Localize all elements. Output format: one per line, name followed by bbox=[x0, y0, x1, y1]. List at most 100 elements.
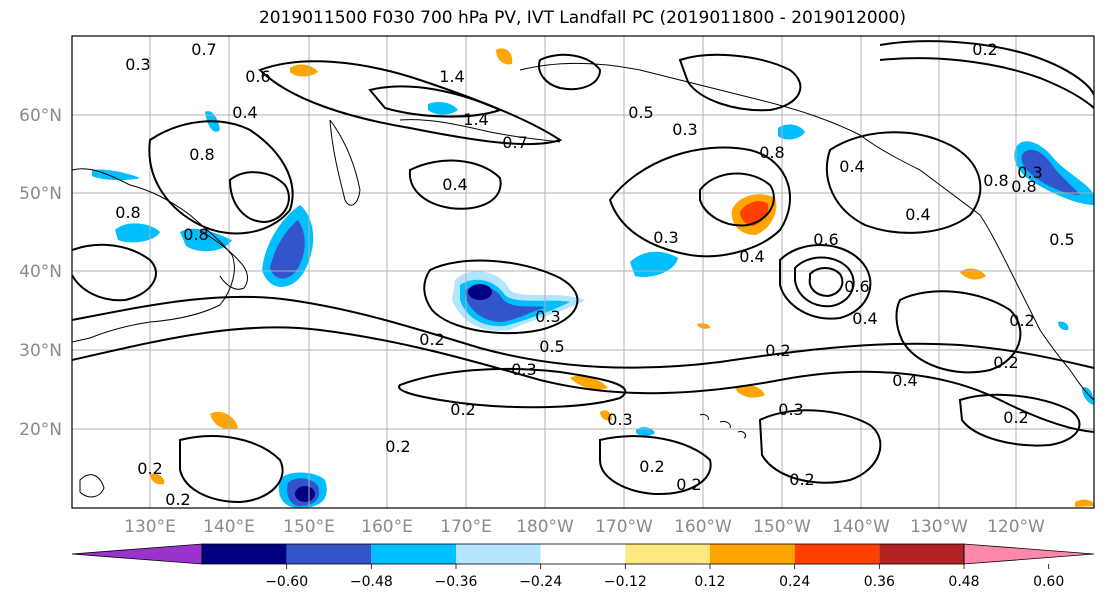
colorbar-segment bbox=[540, 544, 626, 564]
colorbar-tick-label: 0.36 bbox=[864, 574, 895, 590]
pv-contour bbox=[179, 435, 284, 504]
pv-contour bbox=[958, 393, 1081, 447]
alaska-coastline bbox=[519, 62, 921, 171]
pos-anomaly-region bbox=[496, 48, 513, 65]
contour-label: 0.8 bbox=[759, 143, 784, 162]
map-title: 2019011500 F030 700 hPa PV, IVT Landfall… bbox=[258, 8, 906, 28]
pv-contour bbox=[408, 159, 502, 210]
contour-label: 0.4 bbox=[232, 103, 257, 122]
contour-label: 0.2 bbox=[165, 490, 190, 509]
contour-label: 0.5 bbox=[539, 337, 564, 356]
contour-label: 0.4 bbox=[852, 309, 877, 328]
contour-label: 0.7 bbox=[191, 40, 216, 59]
pv-contour bbox=[72, 326, 1094, 433]
colorbar-segment bbox=[710, 544, 795, 564]
pos-anomaly-region bbox=[600, 410, 612, 421]
contour-label: 0.8 bbox=[189, 145, 214, 164]
colorbar-segment bbox=[625, 544, 710, 564]
longitude-label: 150°W bbox=[753, 517, 811, 537]
neg-anomaly-core bbox=[295, 486, 315, 502]
contour-label: 0.5 bbox=[628, 103, 653, 122]
longitude-label: 170°E bbox=[440, 517, 492, 537]
colorbar-tick-label: −0.24 bbox=[519, 574, 562, 590]
contour-label: 0.6 bbox=[245, 67, 270, 86]
neg-anomaly-region bbox=[92, 169, 140, 181]
longitude-label: 140°E bbox=[203, 517, 255, 537]
pv-contour bbox=[879, 40, 1094, 109]
contour-label: 0.2 bbox=[639, 457, 664, 476]
pv-contour bbox=[608, 146, 791, 258]
longitude-label: 180°W bbox=[516, 517, 574, 537]
neg-anomaly-region bbox=[1082, 387, 1094, 405]
neg-anomaly-core bbox=[468, 284, 492, 300]
contour-label: 0.8 bbox=[115, 203, 140, 222]
pos-anomaly-region bbox=[210, 411, 238, 430]
latitude-axis-labels: 60°N 50°N 40°N 30°N 20°N bbox=[19, 106, 62, 440]
pv-contour bbox=[599, 435, 712, 496]
pv-contour bbox=[538, 53, 602, 90]
contour-label: 0.8 bbox=[183, 225, 208, 244]
pos-anomaly-region bbox=[735, 384, 765, 398]
colorbar-tick-label: −0.12 bbox=[604, 574, 647, 590]
contour-label: 0.2 bbox=[450, 400, 475, 419]
neg-anomaly-region bbox=[270, 220, 305, 279]
pv-contours bbox=[72, 40, 1094, 504]
neg-anomaly-region bbox=[180, 228, 232, 252]
colorbar-tick-label: −0.36 bbox=[435, 574, 478, 590]
latitude-label: 20°N bbox=[19, 420, 62, 440]
longitude-label: 130°E bbox=[124, 517, 176, 537]
hawaii-islands bbox=[699, 414, 747, 439]
longitude-label: 140°W bbox=[832, 517, 890, 537]
colorbar-tick-label: 0.12 bbox=[694, 574, 725, 590]
contour-label: 0.3 bbox=[511, 360, 536, 379]
contour-label: 1.4 bbox=[439, 67, 464, 86]
contour-label: 0.6 bbox=[813, 230, 838, 249]
longitude-label: 120°W bbox=[987, 517, 1045, 537]
pv-contour bbox=[258, 60, 563, 146]
contour-label: 0.3 bbox=[607, 410, 632, 429]
contour-label: 0.2 bbox=[676, 475, 701, 494]
contour-label: 0.2 bbox=[385, 437, 410, 456]
colorbar-segment bbox=[456, 544, 541, 564]
neg-anomaly-region bbox=[115, 223, 160, 243]
colorbar-tick-label: 0.60 bbox=[1033, 574, 1064, 590]
aleutian-islands bbox=[399, 119, 561, 143]
pos-anomaly-region bbox=[960, 268, 986, 280]
neg-anomaly-region bbox=[636, 427, 655, 436]
colorbar-outline bbox=[201, 543, 965, 565]
colorbar-segment bbox=[371, 544, 456, 564]
contour-label: 0.2 bbox=[972, 40, 997, 59]
pv-contour bbox=[758, 409, 882, 484]
contour-label: 0.2 bbox=[765, 341, 790, 360]
north-america-coastline bbox=[919, 169, 1094, 401]
colorbar-tick-label: 0.24 bbox=[779, 574, 810, 590]
longitude-label: 170°W bbox=[595, 517, 653, 537]
philippines-coastline bbox=[79, 474, 105, 498]
contour-label: 0.7 bbox=[502, 133, 527, 152]
contour-label: 0.6 bbox=[844, 277, 869, 296]
longitude-label: 150°E bbox=[283, 517, 335, 537]
pv-contour bbox=[148, 120, 294, 235]
contour-label: 0.3 bbox=[778, 400, 803, 419]
pv-contour bbox=[72, 243, 157, 302]
coastlines bbox=[72, 62, 1094, 498]
colorbar-extend-high bbox=[963, 543, 1095, 565]
contour-label: 0.8 bbox=[983, 171, 1008, 190]
pv-contour bbox=[895, 290, 1022, 374]
pv-contour bbox=[808, 267, 844, 298]
longitude-label: 160°W bbox=[674, 517, 732, 537]
contour-label: 0.2 bbox=[1009, 311, 1034, 330]
contour-label: 0.2 bbox=[1003, 408, 1028, 427]
colorbar-tick-label: 0.48 bbox=[948, 574, 979, 590]
pos-anomaly-region bbox=[570, 375, 608, 390]
contour-label: 0.8 bbox=[1011, 177, 1036, 196]
contour-label: 0.3 bbox=[653, 228, 678, 247]
pv-contour bbox=[699, 172, 775, 227]
neg-anomaly-region bbox=[1021, 149, 1080, 195]
contour-label: 0.3 bbox=[125, 55, 150, 74]
colorbar-segment bbox=[794, 544, 880, 564]
contour-label: 0.4 bbox=[892, 371, 917, 390]
contour-labels: 0.70.6 1.40.30.20.40.80.81.40.70.50.30.80… bbox=[115, 40, 1074, 509]
contour-label: 0.3 bbox=[672, 120, 697, 139]
